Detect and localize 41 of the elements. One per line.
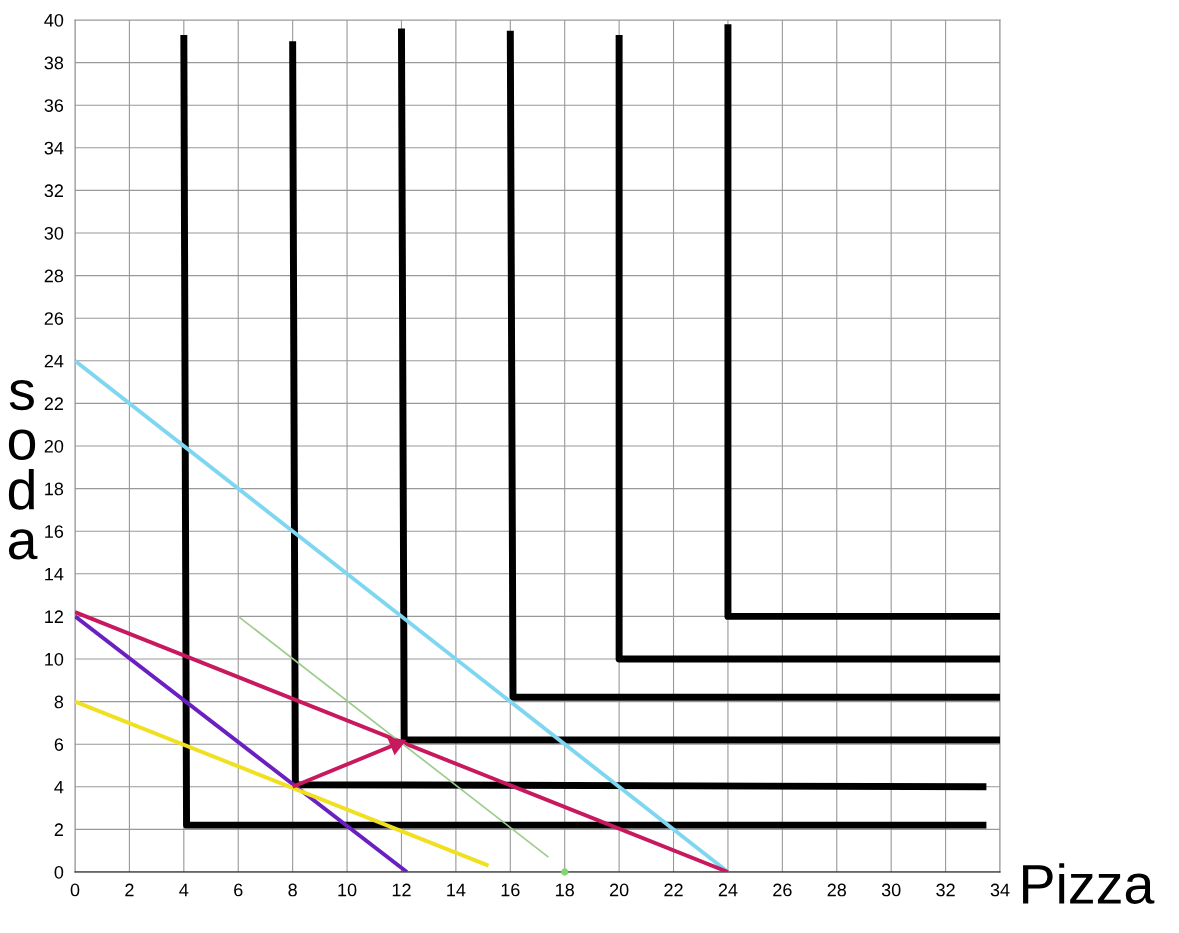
y-tick-label: 40 — [44, 13, 64, 27]
x-tick-label: 22 — [664, 883, 683, 897]
x-tick-label: 14 — [447, 883, 466, 897]
y-tick-label: 0 — [54, 865, 64, 879]
y-tick-label: 30 — [44, 226, 64, 240]
y-tick-label: 2 — [54, 823, 63, 836]
x-tick-label: 10 — [338, 883, 357, 897]
y-tick-label: 38 — [44, 56, 64, 70]
y-tick-label: 14 — [45, 567, 64, 581]
x-tick-label: 18 — [556, 883, 574, 897]
y-tick-label: 10 — [45, 652, 64, 666]
y-tick-label: 26 — [44, 312, 64, 325]
x-tick-label: 24 — [718, 883, 738, 897]
y-tick-label: 28 — [44, 269, 64, 283]
y-tick-label: 32 — [44, 184, 63, 198]
x-tick-label: 30 — [881, 883, 901, 897]
x-tick-label: 2 — [125, 883, 134, 897]
x-tick-label: 8 — [288, 883, 297, 897]
y-tick-label: 24 — [44, 354, 64, 368]
x-tick-label: 20 — [609, 883, 629, 897]
x-tick-label: 12 — [392, 883, 411, 897]
x-tick-label: 26 — [773, 883, 792, 897]
x-tick-label: 4 — [179, 883, 189, 897]
y-tick-label: 22 — [44, 397, 63, 410]
x-axis-title: Pizza — [1023, 863, 1155, 904]
y-tick-label: 36 — [44, 99, 64, 112]
x-tick-label: 34 — [990, 883, 1010, 897]
x-tick-label: 32 — [936, 883, 955, 897]
y-axis-title: soda — [8, 379, 38, 560]
y-tick-label: 34 — [44, 141, 64, 155]
x-tick-label: 0 — [70, 883, 80, 897]
y-tick-label: 12 — [45, 610, 63, 623]
y-tick-label: 8 — [54, 695, 64, 709]
x-tick-label: 6 — [234, 883, 243, 897]
y-tick-label: 16 — [45, 525, 64, 538]
x-tick-label: 16 — [501, 883, 520, 897]
x-tick-label: 28 — [827, 883, 847, 897]
y-tick-label: 20 — [44, 439, 64, 453]
y-tick-label: 6 — [54, 738, 64, 751]
y-tick-label: 4 — [54, 780, 64, 794]
y-tick-label: 18 — [45, 482, 64, 496]
